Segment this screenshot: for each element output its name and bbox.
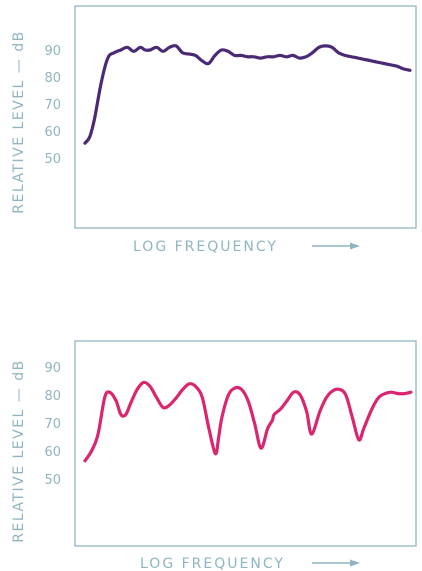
chart-1-y-tick-50: 50 — [44, 152, 61, 167]
chart-1-y-axis-label: RELATIVE LEVEL — dB — [11, 30, 27, 214]
chart-2-x-axis-arrow — [312, 559, 360, 567]
chart-2: RELATIVE LEVEL — dB 50 60 70 80 90 LOG F… — [11, 340, 417, 571]
chart-1-plot-frame — [74, 5, 417, 229]
chart-1-x-axis-arrow — [312, 242, 360, 250]
chart-2-y-tick-60: 60 — [44, 445, 61, 460]
chart-1-series-line — [83, 44, 412, 145]
chart-2-y-tick-80: 80 — [44, 389, 61, 404]
chart-1-x-axis-label: LOG FREQUENCY — [133, 239, 278, 255]
chart-1-y-tick-90: 90 — [44, 44, 61, 59]
chart-2-series-line — [83, 380, 413, 463]
chart-2-y-axis-label: RELATIVE LEVEL — dB — [11, 359, 27, 543]
chart-1: RELATIVE LEVEL — dB 50 60 70 80 90 LOG F… — [11, 5, 417, 255]
chart-2-y-tick-50: 50 — [44, 473, 61, 488]
chart-2-y-tick-90: 90 — [44, 361, 61, 376]
chart-1-y-tick-70: 70 — [44, 98, 61, 113]
chart-2-y-tick-70: 70 — [44, 417, 61, 432]
chart-1-y-tick-60: 60 — [44, 125, 61, 140]
chart-2-plot-frame — [74, 340, 417, 547]
chart-2-x-axis-label: LOG FREQUENCY — [140, 556, 285, 571]
chart-1-y-tick-80: 80 — [44, 71, 61, 86]
